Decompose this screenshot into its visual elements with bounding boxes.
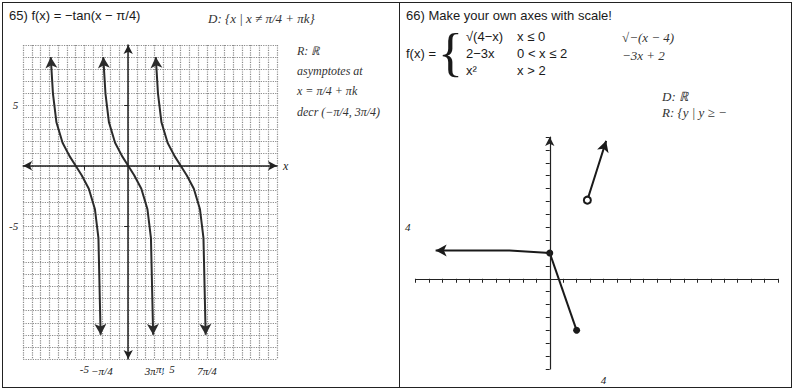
html-text:−3x + 2: −3x + 2 xyxy=(622,48,665,63)
svg-text:4: 4 xyxy=(405,221,411,233)
html-text:x = π/4 + πk: x = π/4 + πk xyxy=(297,84,358,99)
html-text:f(x) =: f(x) = xyxy=(406,45,436,61)
html-text:D: {x | x ≠ π/4 + πk}: D: {x | x ≠ π/4 + πk} xyxy=(208,11,315,26)
svg-text:−π/4: −π/4 xyxy=(91,365,113,377)
html-text:65) f(x) = −tan(x − π/4): 65) f(x) = −tan(x − π/4) xyxy=(9,8,141,23)
html-text:66) Make your own axes with sc: 66) Make your own axes with scale! xyxy=(406,8,612,23)
svg-text:7π/4: 7π/4 xyxy=(197,365,217,377)
html-text:x²: x² xyxy=(466,62,477,78)
html-text:√(4−x): √(4−x) xyxy=(466,28,504,44)
svg-text:4: 4 xyxy=(601,374,607,386)
html-text:D: ℝ: D: ℝ xyxy=(662,89,688,104)
html-text:asymptotes at: asymptotes at xyxy=(297,64,363,79)
svg-text:5: 5 xyxy=(13,99,19,111)
svg-text:-5: -5 xyxy=(9,220,19,232)
html-text:R: {y | y ≥ −: R: {y | y ≥ − xyxy=(662,105,727,120)
svg-text:5: 5 xyxy=(169,363,175,375)
svg-text:-5: -5 xyxy=(80,363,90,375)
html-text:x > 2: x > 2 xyxy=(517,62,546,78)
svg-text:3π/4: 3π/4 xyxy=(144,364,165,377)
html-text:2−3x: 2−3x xyxy=(466,45,495,61)
svg-text:π: π xyxy=(156,363,162,375)
svg-text:x: x xyxy=(282,159,289,173)
html-text:x ≤ 0: x ≤ 0 xyxy=(517,28,546,44)
html-text:√−(x − 4): √−(x − 4) xyxy=(622,30,675,45)
html-text:decr (−π/4, 3π/4): decr (−π/4, 3π/4) xyxy=(297,104,381,119)
html-text:R: ℝ: R: ℝ xyxy=(297,44,321,58)
html-text:0 < x ≤ 2: 0 < x ≤ 2 xyxy=(517,45,568,61)
